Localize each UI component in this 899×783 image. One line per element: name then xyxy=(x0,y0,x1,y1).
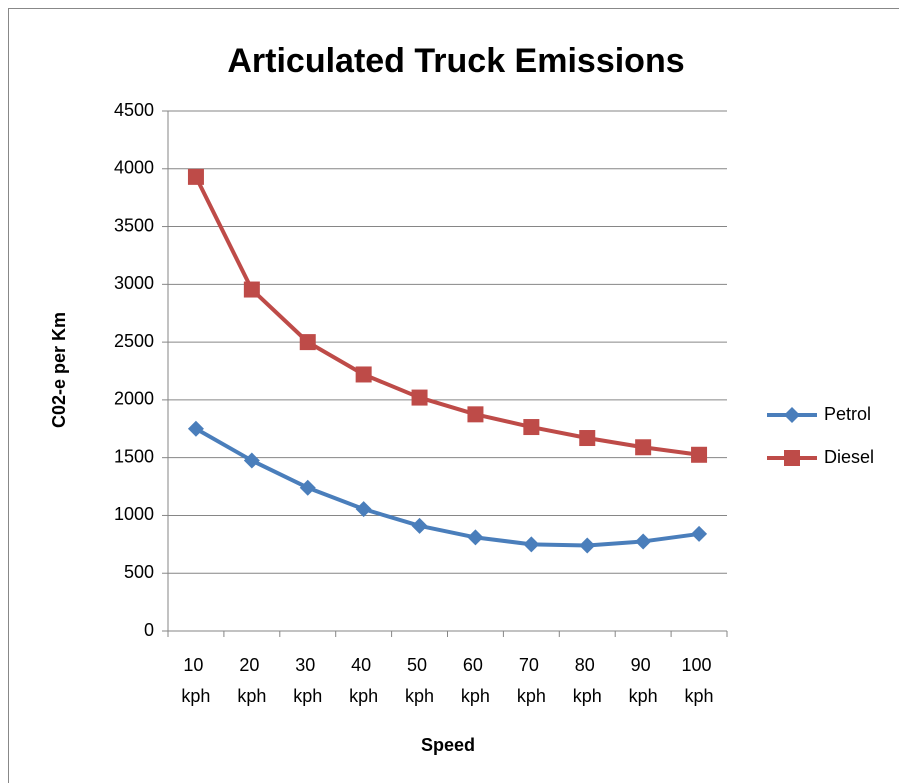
chart-frame xyxy=(8,8,899,783)
series-line xyxy=(194,427,700,548)
data-point xyxy=(691,525,708,542)
data-point xyxy=(243,281,260,298)
x-tick-label: 20 kph xyxy=(237,655,266,706)
y-tick-label: 2000 xyxy=(114,389,154,409)
data-point xyxy=(411,389,428,406)
y-axis-label: C02-e per Km xyxy=(49,312,69,428)
x-tick-label: 50 kph xyxy=(405,655,434,706)
data-point xyxy=(187,420,204,437)
x-tick-label: 40 kph xyxy=(349,655,378,706)
data-point xyxy=(635,533,652,550)
x-tick-label: 80 kph xyxy=(573,655,602,706)
y-tick-label: 3000 xyxy=(114,273,154,293)
data-point xyxy=(523,419,540,436)
x-tick-label: 60 kph xyxy=(461,655,490,706)
data-point xyxy=(579,430,596,447)
data-point xyxy=(355,366,372,383)
data-point xyxy=(691,446,708,463)
data-point xyxy=(299,479,316,496)
x-tick-label: 70 kph xyxy=(517,655,546,706)
legend-label: Diesel xyxy=(824,447,874,467)
data-point xyxy=(635,439,652,456)
data-point xyxy=(355,501,372,518)
y-tick-label: 500 xyxy=(124,562,154,582)
y-tick-label: 3500 xyxy=(114,215,154,235)
data-point xyxy=(523,536,540,553)
y-tick-label: 1000 xyxy=(114,504,154,524)
data-point xyxy=(467,406,484,423)
legend-marker xyxy=(784,407,800,423)
y-tick-label: 4500 xyxy=(114,100,154,120)
data-point xyxy=(187,168,204,185)
legend-label: Petrol xyxy=(824,404,871,424)
y-tick-label: 1500 xyxy=(114,446,154,466)
x-tick-label: 90 kph xyxy=(629,655,658,706)
y-tick-label: 2500 xyxy=(114,331,154,351)
data-point xyxy=(411,517,428,534)
legend-marker xyxy=(784,450,800,466)
x-tick-label: 30 kph xyxy=(293,655,322,706)
x-axis-label: Speed xyxy=(421,735,475,755)
data-point xyxy=(579,537,596,554)
y-tick-label: 4000 xyxy=(114,158,154,178)
data-point xyxy=(243,452,260,469)
chart-title: Articulated Truck Emissions xyxy=(227,42,684,80)
x-tick-label: 10 kph xyxy=(181,655,210,706)
data-point xyxy=(299,334,316,351)
y-tick-label: 0 xyxy=(144,620,154,640)
data-point xyxy=(467,529,484,546)
x-tick-label: 100 kph xyxy=(682,655,717,706)
series-line xyxy=(194,175,700,457)
